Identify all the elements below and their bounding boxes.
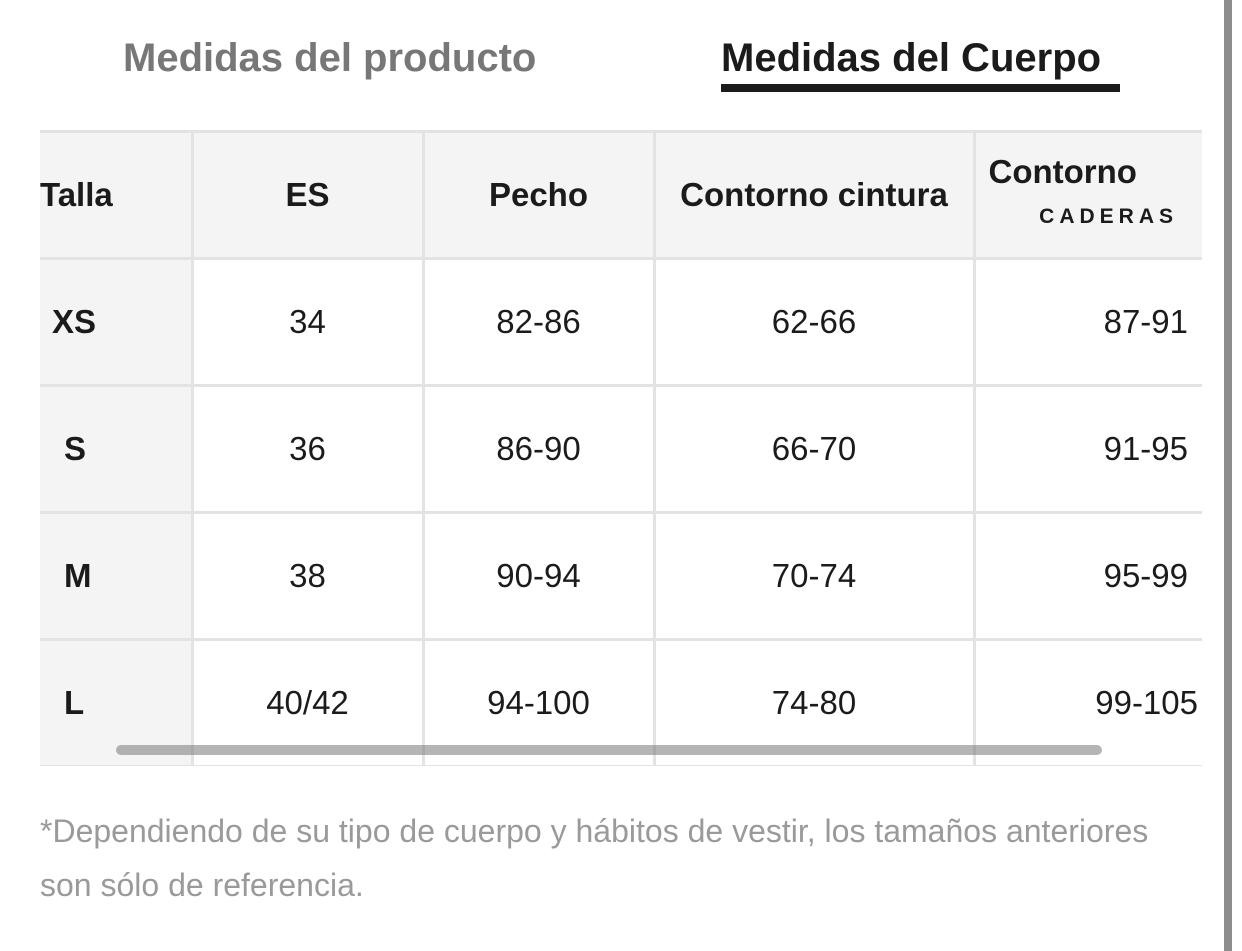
cell-caderas: 87-91 xyxy=(972,257,1202,387)
cell-pecho: 86-90 xyxy=(421,384,656,514)
size-table: Talla ES Pecho Contorno cintura Contorno… xyxy=(40,130,1202,766)
table-row: M 38 90-94 70-74 95-99 xyxy=(40,511,1202,641)
row-talla: S xyxy=(40,384,194,514)
header-es: ES xyxy=(190,130,425,260)
cell-es: 34 xyxy=(190,257,425,387)
header-caderas-sub: CADERAS xyxy=(1039,205,1178,228)
table-row: S 36 86-90 66-70 91-95 xyxy=(40,384,1202,514)
right-edge-divider xyxy=(1224,0,1232,951)
table-header-row: Talla ES Pecho Contorno cintura Contorno… xyxy=(40,130,1202,260)
horizontal-scrollbar[interactable] xyxy=(116,745,1102,755)
header-pecho: Pecho xyxy=(421,130,656,260)
cell-caderas: 95-99 xyxy=(972,511,1202,641)
cell-caderas: 91-95 xyxy=(972,384,1202,514)
size-table-scroll-area[interactable]: Talla ES Pecho Contorno cintura Contorno… xyxy=(40,130,1202,766)
header-caderas-main: Contorno xyxy=(988,153,1137,190)
tab-product-measurements[interactable]: Medidas del producto xyxy=(123,36,537,80)
row-talla: M xyxy=(40,511,194,641)
cell-es: 40/42 xyxy=(190,638,425,766)
row-talla: XS xyxy=(40,257,194,387)
table-row: XS 34 82-86 62-66 87-91 xyxy=(40,257,1202,387)
active-tab-indicator xyxy=(721,84,1120,92)
cell-pecho: 94-100 xyxy=(421,638,656,766)
cell-pecho: 82-86 xyxy=(421,257,656,387)
header-contorno-caderas: Contorno CADERAS xyxy=(972,130,1202,260)
cell-cintura: 66-70 xyxy=(652,384,976,514)
table-row: L 40/42 94-100 74-80 99-105 xyxy=(40,638,1202,766)
cell-pecho: 90-94 xyxy=(421,511,656,641)
footnote: *Dependiendo de su tipo de cuerpo y hábi… xyxy=(40,813,1149,903)
header-talla: Talla xyxy=(40,130,194,260)
cell-cintura: 70-74 xyxy=(652,511,976,641)
tab-body-measurements[interactable]: Medidas del Cuerpo xyxy=(721,36,1102,80)
cell-caderas: 99-105 xyxy=(972,638,1202,766)
cell-cintura: 74-80 xyxy=(652,638,976,766)
cell-cintura: 62-66 xyxy=(652,257,976,387)
cell-es: 38 xyxy=(190,511,425,641)
row-talla: L xyxy=(40,638,194,766)
cell-es: 36 xyxy=(190,384,425,514)
header-contorno-cintura: Contorno cintura xyxy=(652,130,976,260)
